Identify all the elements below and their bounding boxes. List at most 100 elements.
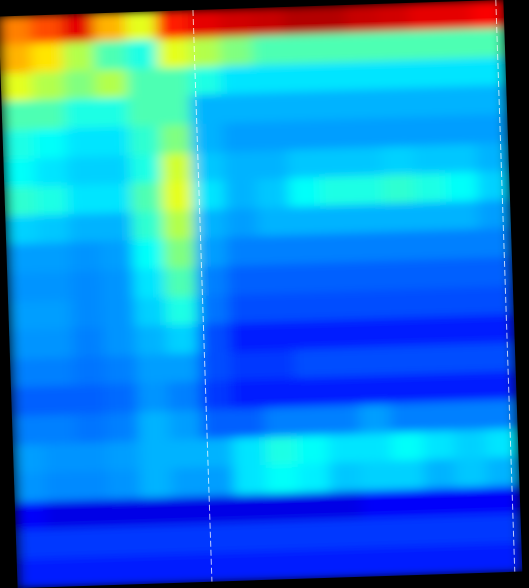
heat-cell	[236, 522, 270, 553]
heat-cell	[125, 39, 159, 70]
heat-cell	[199, 352, 233, 383]
heat-cell	[109, 498, 143, 529]
heat-cell	[0, 15, 32, 46]
heat-cell	[141, 525, 175, 556]
heat-cell	[348, 89, 382, 120]
heat-cell	[422, 402, 456, 433]
heat-cell	[451, 343, 485, 374]
heat-cell	[237, 551, 271, 582]
heat-cell	[68, 213, 102, 244]
heat-cell	[229, 322, 263, 353]
heat-cell	[135, 325, 169, 356]
heat-cell	[471, 0, 505, 30]
heat-cell	[423, 459, 457, 490]
heat-cell	[101, 269, 135, 300]
heat-cell	[188, 37, 222, 68]
heat-cell	[40, 328, 74, 359]
heat-cell	[163, 238, 197, 269]
heat-cell	[453, 400, 487, 431]
heat-cell	[356, 318, 390, 349]
heat-cell	[357, 375, 391, 406]
heat-cell	[390, 403, 424, 434]
heat-cell	[67, 184, 101, 215]
heat-cell	[424, 487, 458, 518]
heat-cell	[62, 41, 96, 72]
heat-cell	[7, 272, 41, 303]
heat-cell	[322, 262, 356, 293]
heat-cell	[292, 291, 326, 322]
heat-cell	[425, 516, 459, 547]
heat-cell	[169, 410, 203, 441]
heat-cell	[0, 44, 33, 75]
heat-cell	[61, 13, 95, 44]
heat-cell	[379, 60, 413, 91]
heat-cell	[489, 542, 522, 573]
heat-cell	[39, 300, 73, 331]
heat-cell	[381, 145, 415, 176]
heat-cell	[98, 183, 132, 214]
heat-cell	[4, 186, 38, 217]
heat-cell	[355, 289, 389, 320]
heat-cell	[163, 210, 197, 241]
heat-cell	[196, 266, 230, 297]
heat-cell	[172, 496, 206, 527]
heat-cell	[129, 154, 163, 185]
heat-cell	[326, 376, 360, 407]
heat-cell	[350, 146, 384, 177]
heat-cell	[251, 7, 285, 38]
heat-cell	[449, 286, 483, 317]
heat-cell	[267, 493, 301, 524]
heat-cell	[299, 520, 333, 551]
heat-cell	[257, 207, 291, 238]
heat-cell	[132, 239, 166, 270]
heat-cell	[383, 202, 417, 233]
heat-cell	[110, 526, 144, 557]
heat-cell	[269, 550, 303, 581]
heat-cell	[71, 299, 105, 330]
heat-cell	[108, 469, 142, 500]
heat-cell	[359, 432, 393, 463]
heat-cell	[166, 324, 200, 355]
heat-cell	[296, 434, 330, 465]
heat-cell	[128, 125, 162, 156]
heat-cell	[295, 406, 329, 437]
heat-cell	[133, 268, 167, 299]
heat-cell	[124, 11, 158, 42]
heat-cell	[9, 329, 43, 360]
heat-cell	[162, 181, 196, 212]
heat-cell	[481, 285, 515, 316]
heat-cell	[294, 377, 328, 408]
heat-cell	[488, 514, 522, 545]
heat-cell	[139, 468, 173, 499]
heat-cell	[47, 528, 81, 559]
heat-cell	[190, 94, 224, 125]
heat-cell	[192, 152, 226, 183]
heat-cell	[161, 153, 195, 184]
heat-cell	[454, 429, 488, 460]
heat-cell	[167, 353, 201, 384]
heat-cell	[415, 201, 449, 232]
heat-cell	[262, 350, 296, 381]
heat-cell	[159, 95, 193, 126]
heat-cell	[416, 230, 450, 261]
heat-cell	[409, 30, 443, 61]
heat-cell	[445, 172, 479, 203]
heat-cell	[158, 67, 192, 98]
heat-cell	[13, 472, 47, 503]
heat-cell	[479, 228, 513, 259]
heat-cell	[72, 327, 106, 358]
heat-cell	[361, 489, 395, 520]
heat-cell	[314, 5, 348, 36]
heat-cell	[227, 265, 261, 296]
heat-cell	[48, 557, 82, 588]
heat-cell	[345, 3, 379, 34]
heat-cell	[362, 518, 396, 549]
heat-cell	[201, 409, 235, 440]
heat-cell	[486, 428, 520, 459]
heat-cell	[353, 232, 387, 263]
cells	[0, 0, 522, 588]
heat-cell	[411, 87, 445, 118]
heat-cell	[76, 470, 110, 501]
heat-cell	[16, 558, 50, 588]
heat-cell	[446, 200, 480, 231]
